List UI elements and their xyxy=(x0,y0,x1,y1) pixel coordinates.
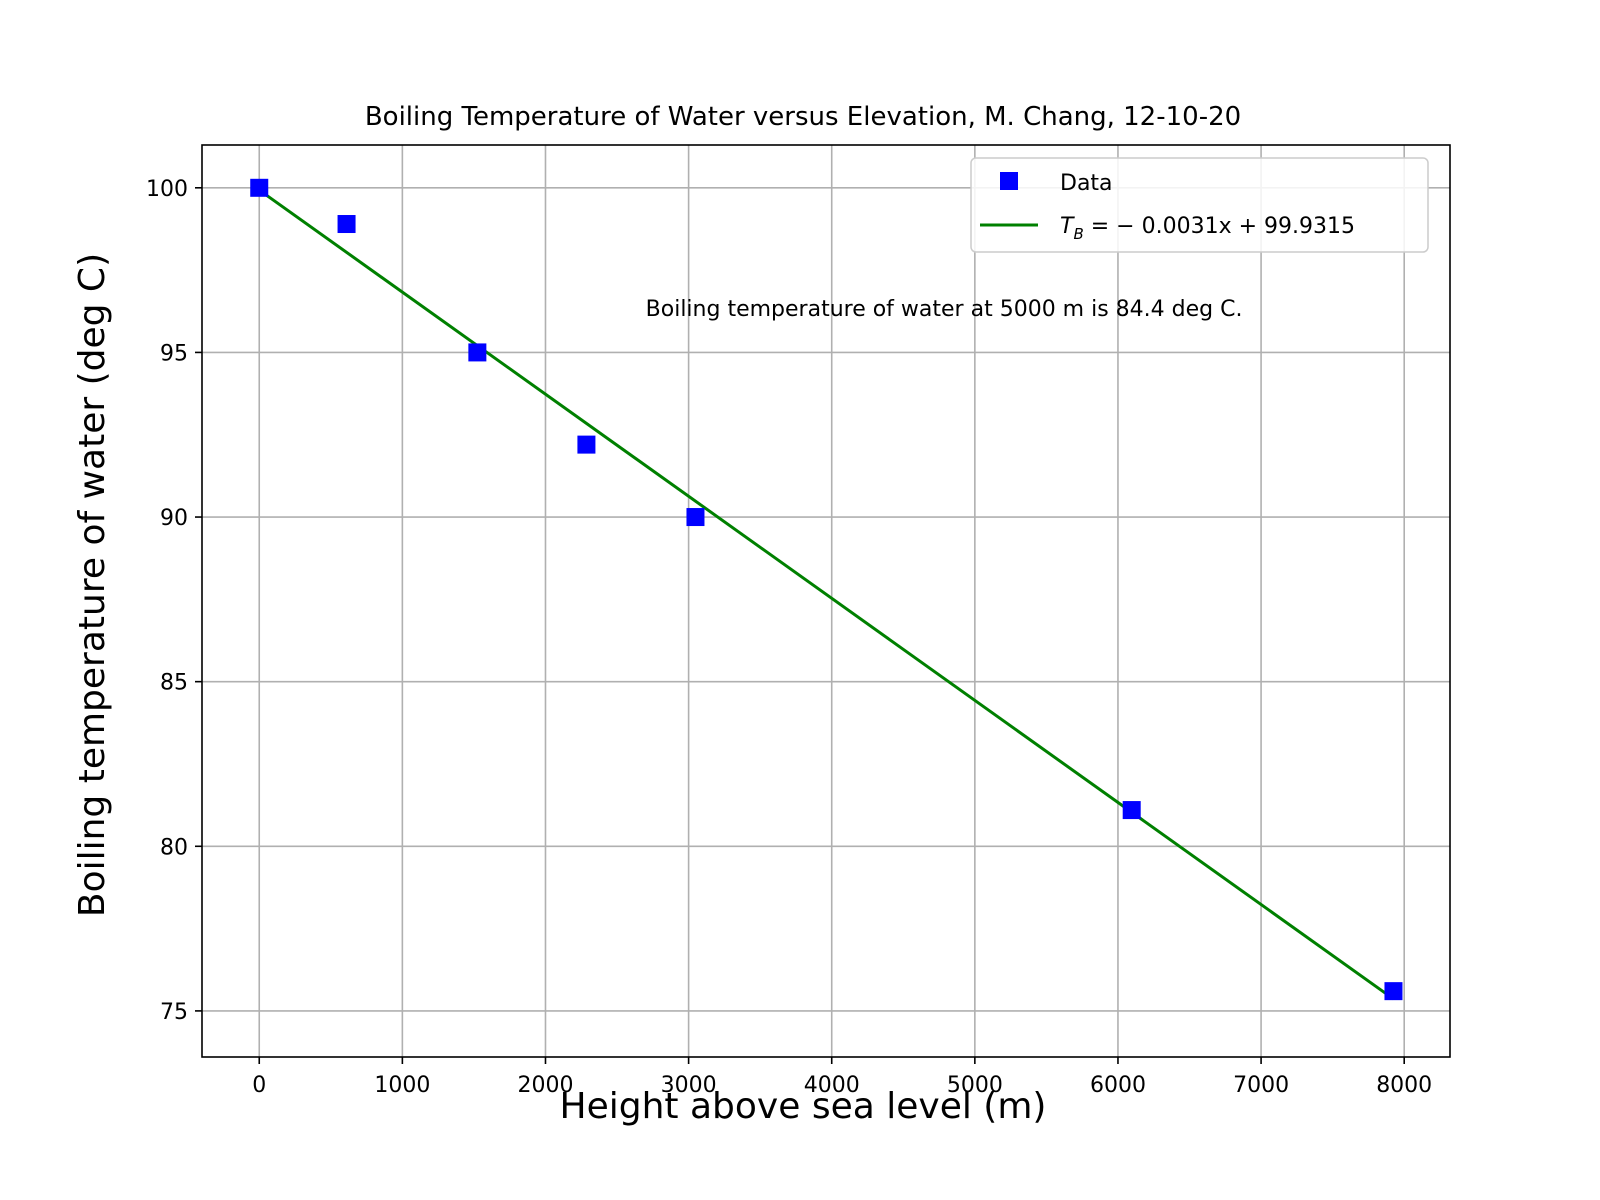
legend-data-marker xyxy=(1000,172,1018,190)
fit-line xyxy=(258,188,1395,1001)
legend-fit-rest: = − 0.0031x + 99.9315 xyxy=(1084,214,1355,239)
x-axis-ticks: 0 1000 2000 3000 4000 5000 6000 7000 8000 xyxy=(252,1057,1432,1098)
legend-fit-label: TB = − 0.0031x + 99.9315 xyxy=(1060,214,1355,243)
data-point xyxy=(250,178,269,197)
annotation-text: Boiling temperature of water at 5000 m i… xyxy=(646,297,1243,322)
x-tick-label: 6000 xyxy=(1090,1073,1146,1098)
plot-frame xyxy=(201,144,1451,1058)
data-point xyxy=(1384,982,1403,1001)
y-tick-label: 85 xyxy=(160,671,188,696)
x-tick-label: 7000 xyxy=(1233,1073,1289,1098)
x-tick-label: 4000 xyxy=(804,1073,860,1098)
y-tick-label: 100 xyxy=(146,177,188,202)
x-tick-label: 3000 xyxy=(661,1073,717,1098)
grid xyxy=(202,145,1450,1057)
legend-box xyxy=(970,157,1429,253)
x-tick-label: 5000 xyxy=(947,1073,1003,1098)
legend-fit-sub: B xyxy=(1073,225,1083,243)
fit-line-layer xyxy=(258,188,1395,1001)
legend: Data TB = − 0.0031x + 99.9315 xyxy=(970,157,1429,253)
legend-data-label: Data xyxy=(1060,171,1113,196)
x-axis-label: Height above sea level (m) xyxy=(560,1086,1047,1127)
y-axis-label: Boiling temperature of water (deg C) xyxy=(72,253,113,917)
y-axis-ticks: 75 80 85 90 95 100 xyxy=(146,177,202,1025)
data-point xyxy=(686,508,705,527)
x-tick-label: 8000 xyxy=(1376,1073,1432,1098)
y-tick-label: 90 xyxy=(160,506,188,531)
data-points-layer xyxy=(250,178,1403,1001)
data-point xyxy=(577,435,596,454)
data-point xyxy=(337,215,356,234)
legend-fit-var: T xyxy=(1060,214,1075,239)
data-point xyxy=(468,343,487,362)
x-tick-label: 1000 xyxy=(374,1073,430,1098)
x-tick-label: 0 xyxy=(252,1073,266,1098)
chart-title: Boiling Temperature of Water versus Elev… xyxy=(365,102,1241,132)
x-tick-label: 2000 xyxy=(517,1073,573,1098)
data-point xyxy=(1122,801,1141,820)
y-tick-label: 80 xyxy=(160,835,188,860)
y-tick-label: 95 xyxy=(160,341,188,366)
y-tick-label: 75 xyxy=(160,1000,188,1025)
